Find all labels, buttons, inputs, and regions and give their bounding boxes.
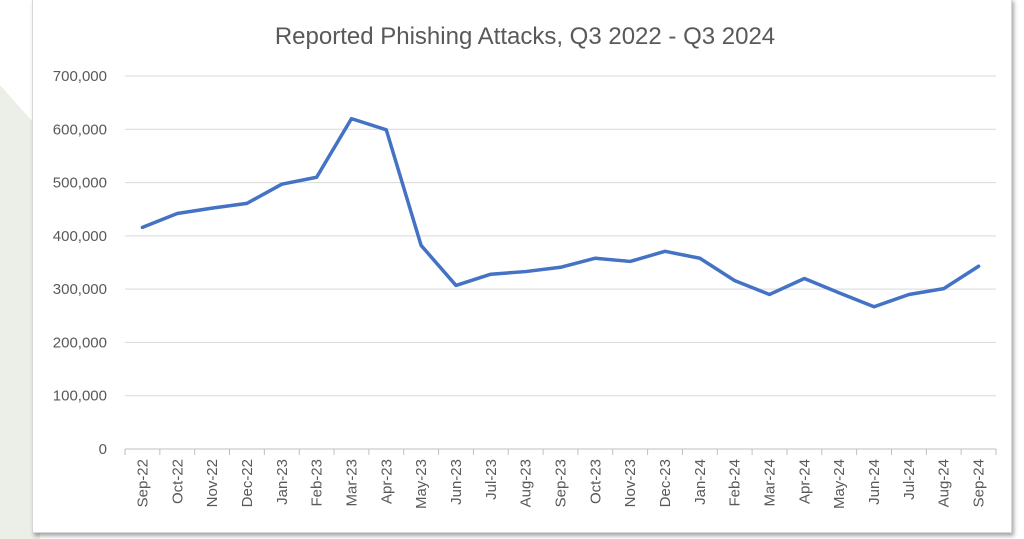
series-line <box>140 116 981 309</box>
x-tick-label: May-23 <box>413 459 430 509</box>
data-point <box>454 283 458 287</box>
x-tick-label: Jun-23 <box>448 459 465 505</box>
x-tick-label: Oct-23 <box>587 459 604 504</box>
x-tick-label: Feb-23 <box>309 459 326 507</box>
chart-title: Reported Phishing Attacks, Q3 2022 - Q3 … <box>275 23 775 50</box>
x-tick-label: Nov-23 <box>622 459 639 507</box>
data-point <box>733 279 737 283</box>
x-tick-label: Aug-24 <box>936 459 953 507</box>
x-tick-label: Oct-22 <box>169 459 186 504</box>
x-tick-label: Mar-24 <box>762 459 779 507</box>
y-tick-label: 700,000 <box>53 68 107 85</box>
data-point <box>593 256 597 260</box>
data-point <box>315 175 319 179</box>
data-point <box>768 292 772 296</box>
x-tick-label: Mar-23 <box>343 459 360 507</box>
y-tick-label: 300,000 <box>53 281 107 298</box>
data-point <box>245 201 249 205</box>
x-tick-label: Nov-22 <box>204 459 221 507</box>
data-point <box>698 256 702 260</box>
x-tick-label: Apr-23 <box>378 459 395 504</box>
data-point <box>280 182 284 186</box>
data-point <box>384 128 388 132</box>
data-point <box>802 276 806 280</box>
x-tick-label: Sep-23 <box>553 459 570 507</box>
data-point <box>489 272 493 276</box>
x-tick-label: Dec-22 <box>239 459 256 507</box>
x-tick-label: Dec-23 <box>657 459 674 507</box>
y-tick-label: 500,000 <box>53 175 107 192</box>
data-point <box>210 206 214 210</box>
chart-frame <box>32 0 1012 533</box>
data-point <box>977 264 981 268</box>
x-tick-label: Sep-24 <box>971 459 988 507</box>
x-tick-label: Jun-24 <box>866 459 883 505</box>
y-tick-label: 200,000 <box>53 334 107 351</box>
x-tick-label: Jan-23 <box>274 459 291 505</box>
data-point <box>349 117 353 121</box>
y-tick-label: 0 <box>99 441 107 458</box>
x-tick-label: May-24 <box>831 459 848 509</box>
y-tick-label: 100,000 <box>53 388 107 405</box>
data-point <box>907 292 911 296</box>
x-tick-label: Feb-24 <box>727 459 744 507</box>
y-tick-label: 400,000 <box>53 228 107 245</box>
x-tick-label: Jul-24 <box>901 459 918 500</box>
x-tick-label: Jan-24 <box>692 459 709 505</box>
data-point <box>942 287 946 291</box>
x-tick-label: Aug-23 <box>518 459 535 507</box>
x-tick-label: Sep-22 <box>134 459 151 507</box>
data-point <box>524 270 528 274</box>
data-point <box>140 225 144 229</box>
data-point <box>663 249 667 253</box>
data-point <box>628 259 632 263</box>
data-point <box>559 265 562 269</box>
x-tick-label: Jul-23 <box>483 459 500 500</box>
x-tick-label: Apr-24 <box>796 459 813 504</box>
data-point <box>837 291 841 295</box>
data-point <box>872 305 876 309</box>
y-tick-label: 600,000 <box>53 121 107 138</box>
data-point <box>175 211 179 215</box>
data-point <box>419 243 423 247</box>
